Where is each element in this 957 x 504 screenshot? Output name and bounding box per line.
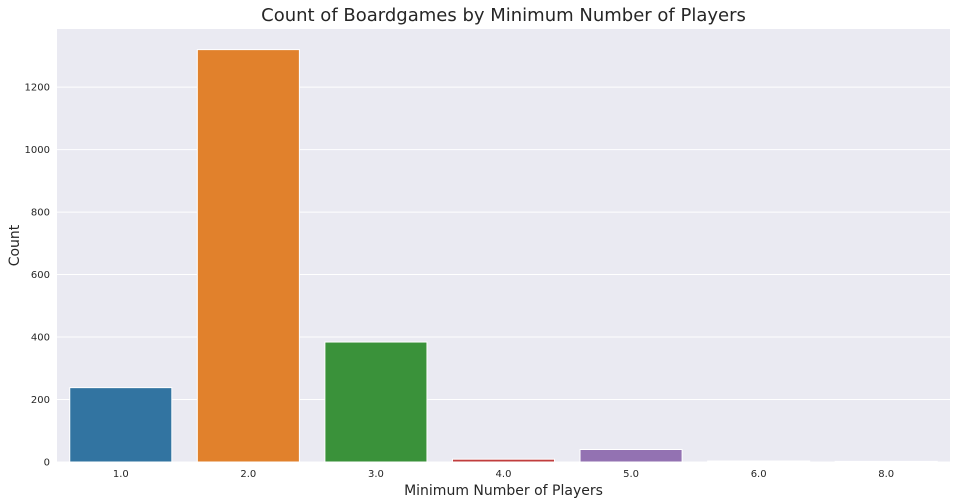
x-tick-label: 2.0 xyxy=(240,469,256,480)
y-axis-label: Count xyxy=(7,224,23,266)
chart-title: Count of Boardgames by Minimum Number of… xyxy=(261,5,746,26)
y-tick-label: 0 xyxy=(44,458,50,469)
y-tick-label: 200 xyxy=(31,395,50,406)
bar-4.0 xyxy=(451,458,556,463)
y-tick-label: 600 xyxy=(31,270,50,281)
x-tick-label: 1.0 xyxy=(113,469,129,480)
y-tick-label: 800 xyxy=(31,208,50,219)
bar-6.0 xyxy=(707,460,811,463)
x-tick-label: 4.0 xyxy=(496,469,512,480)
x-axis-label: Minimum Number of Players xyxy=(404,483,603,499)
x-axis-ticks: 1.0 2.0 3.0 4.0 5.0 6.0 8.0 xyxy=(113,469,894,480)
x-tick-label: 6.0 xyxy=(751,469,767,480)
bar-5.0 xyxy=(579,449,683,463)
x-tick-label: 5.0 xyxy=(623,469,639,480)
bars xyxy=(69,49,938,463)
y-tick-label: 1000 xyxy=(25,145,50,156)
bar-1.0 xyxy=(69,387,173,463)
y-axis-ticks: 0 200 400 600 800 1000 1200 xyxy=(25,83,50,469)
plot-area xyxy=(57,29,950,462)
bar-8.0 xyxy=(834,460,938,463)
y-tick-label: 400 xyxy=(31,333,50,344)
x-tick-label: 3.0 xyxy=(368,469,384,480)
bar-2.0 xyxy=(196,49,300,463)
bar-3.0 xyxy=(324,341,428,463)
x-tick-label: 8.0 xyxy=(878,469,894,480)
y-tick-label: 1200 xyxy=(25,83,50,94)
